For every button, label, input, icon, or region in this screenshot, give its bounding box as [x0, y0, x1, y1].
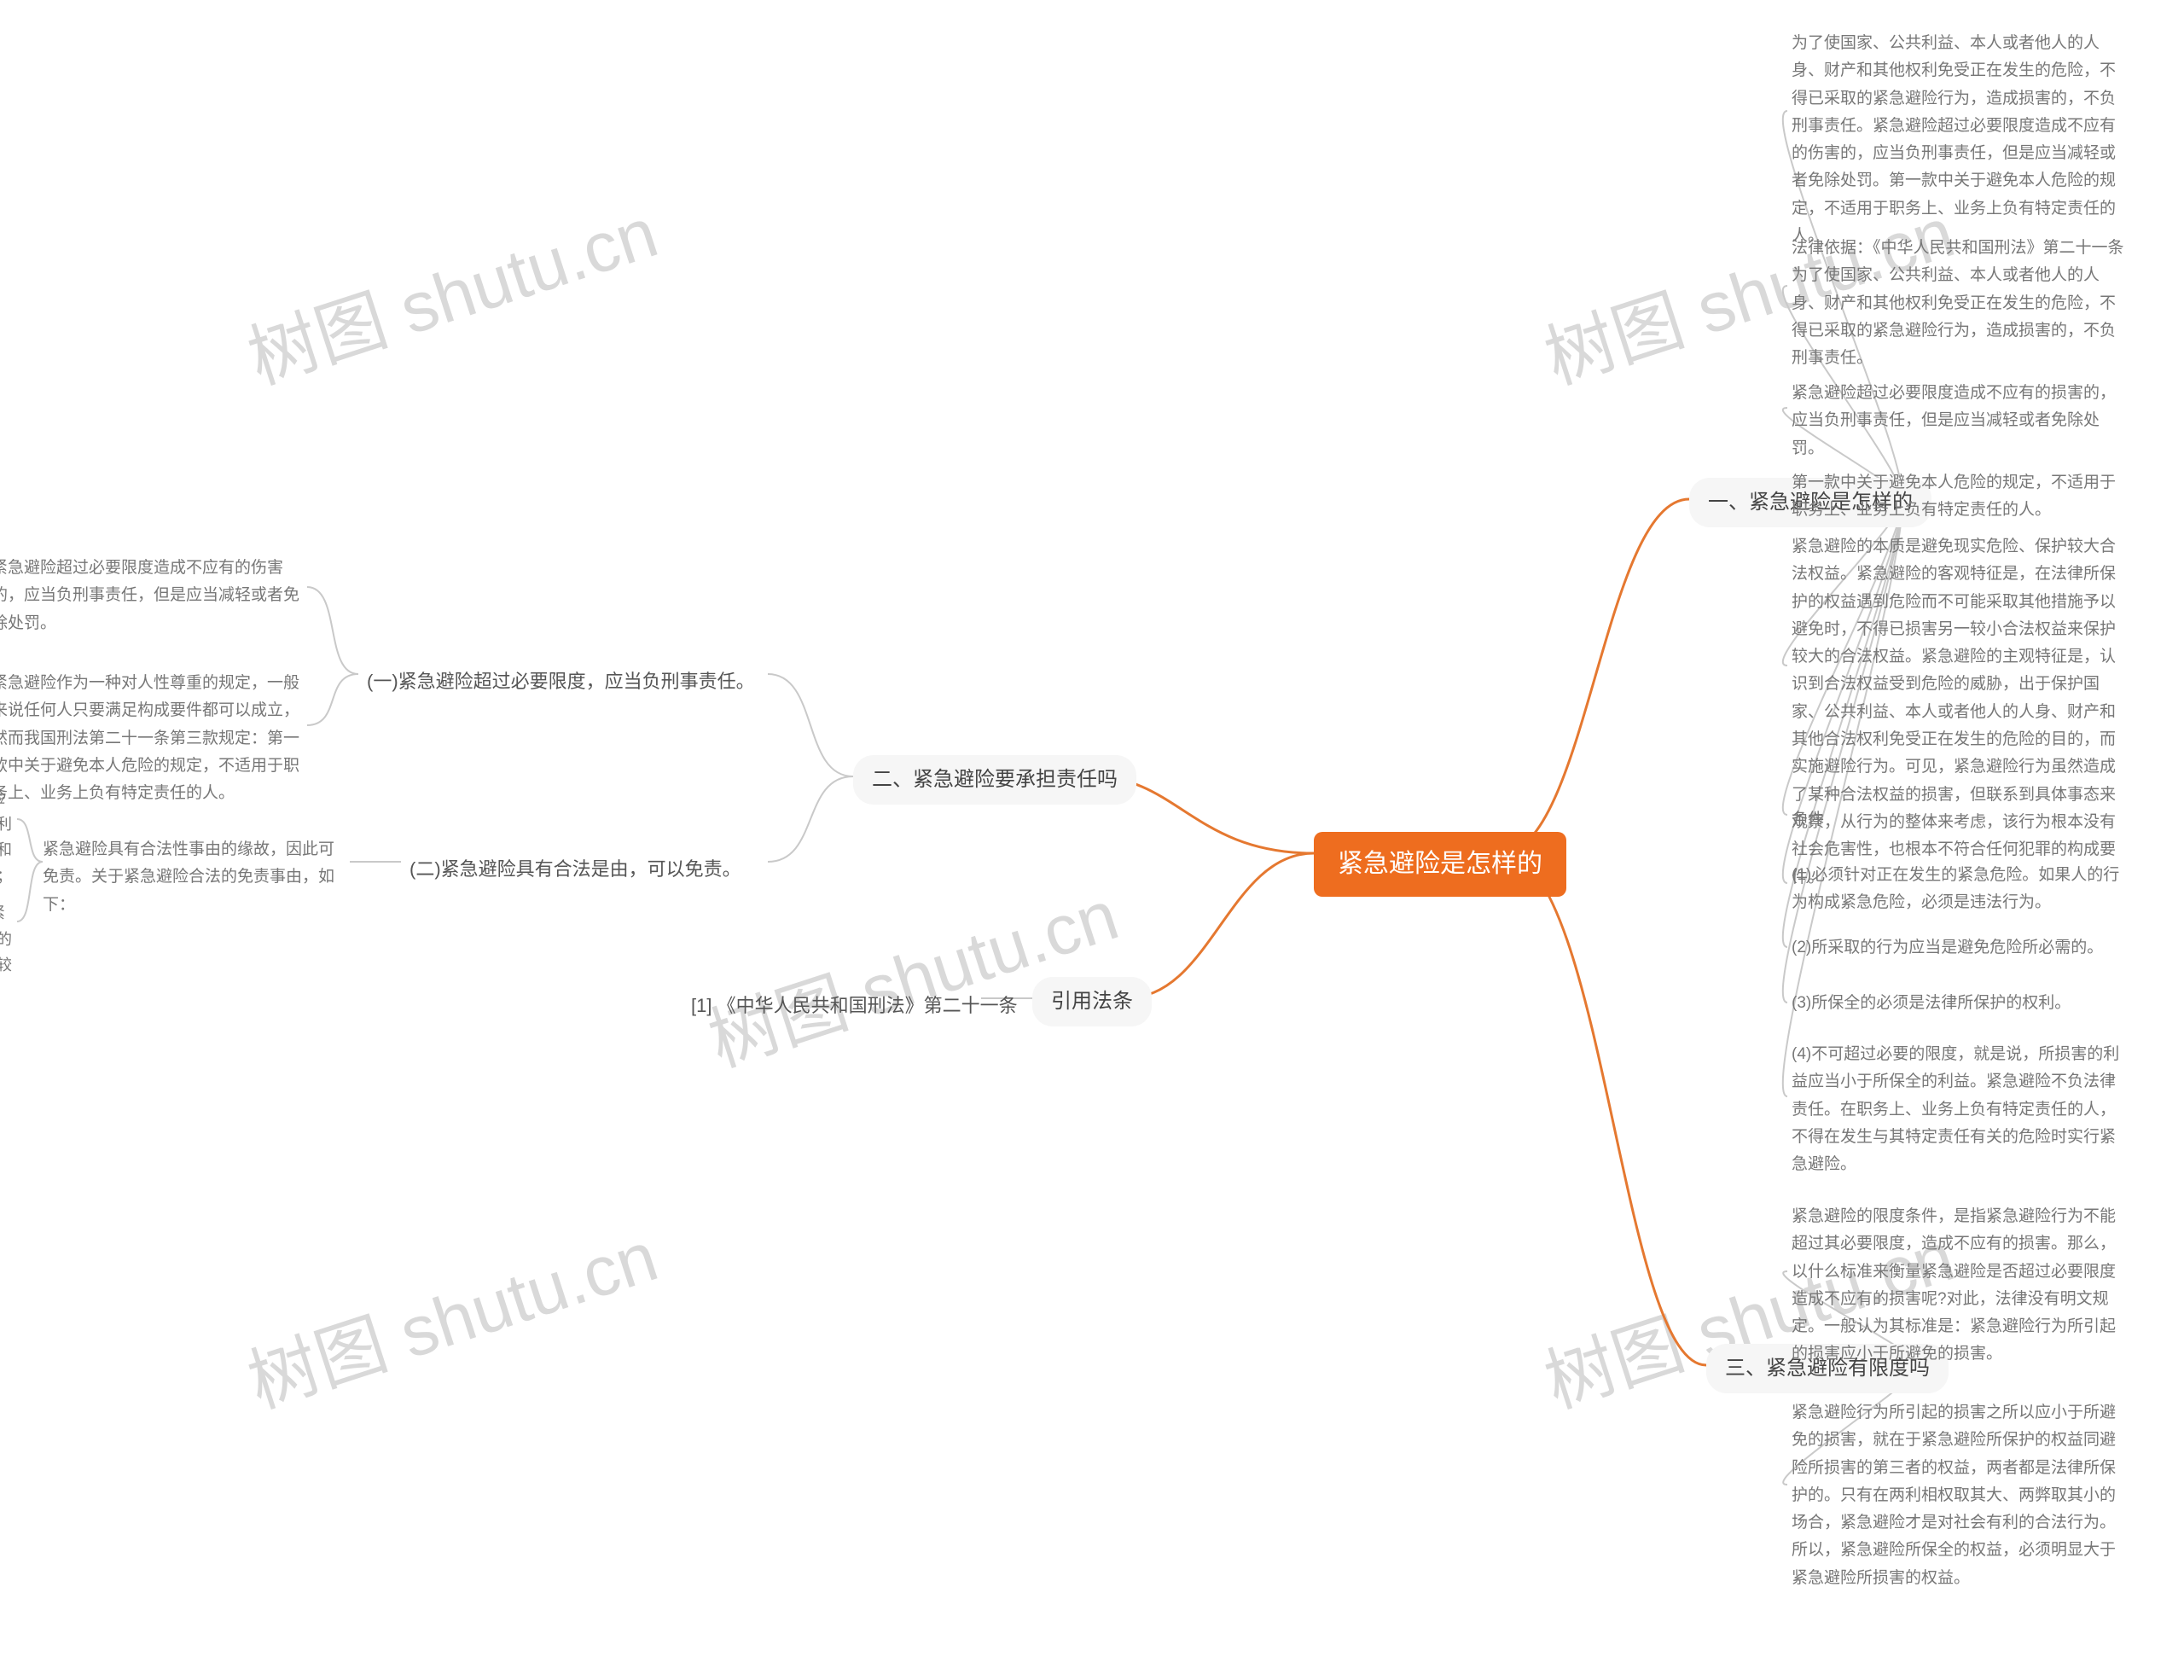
b2-s1-leaf-2: 紧急避险作为一种对人性尊重的规定，一般来说任何人只要满足构成要件都可以成立，然而…: [0, 670, 307, 807]
b1-leaf-9: (3)所保全的必须是法律所保护的权利。: [1792, 990, 2071, 1017]
watermark: 树图 shutu.cn: [234, 176, 668, 404]
b1-leaf-7: (1)必须针对正在发生的紧急危险。如果人的行为构成紧急危险，必须是违法行为。: [1792, 862, 2124, 917]
b4-leaf: [1] 《中华人民共和国刑法》第二十一条: [682, 985, 1026, 1026]
b1-leaf-10: (4)不可超过必要的限度，就是说，所损害的利益应当小于所保全的利益。紧急避险不负…: [1792, 1041, 2124, 1178]
watermark: 树图 shutu.cn: [694, 858, 1129, 1086]
b2-sub-1: (一)紧急避险超过必要限度，应当负刑事责任。: [358, 661, 764, 701]
b1-leaf-2: 法律依据：《中华人民共和国刑法》第二十一条 为了使国家、公共利益、本人或者他人的…: [1792, 235, 2124, 372]
b2-s2-leaf-1: 1、从主观上看，实行紧急避险的目的，是为了使国家、公共利益、本人或他人的人身、财…: [0, 785, 19, 889]
b3-leaf-2: 紧急避险行为所引起的损害之所以应小于所避免的损害，就在于紧急避险所保护的权益同避…: [1792, 1399, 2124, 1592]
root-node: 紧急避险是怎样的: [1314, 832, 1566, 897]
b2-sub-2: (二)紧急避险具有合法是由，可以免责。: [401, 849, 750, 889]
branch-2: 二、紧急避险要承担责任吗: [853, 755, 1136, 805]
b1-leaf-4: 第一款中关于避免本人危险的规定，不适用于职务上、业务上负有特定责任的人。: [1792, 469, 2124, 525]
b2-s2-note: 紧急避险具有合法性事由的缘故，因此可免责。关于紧急避险合法的免责事由，如下：: [43, 836, 350, 919]
b2-s2-leaf-2: 2、从客观上看，它是在处于紧急危险的状态下，不得已采取的以损害较小的合法权益来保…: [0, 900, 19, 1004]
b1-leaf-1: 为了使国家、公共利益、本人或者他人的人身、财产和其他权利免受正在发生的危险，不得…: [1792, 30, 2124, 250]
branch-4: 引用法条: [1032, 977, 1152, 1026]
b1-leaf-5: 紧急避险的本质是避免现实危险、保护较大合法权益。紧急避险的客观特征是，在法律所保…: [1792, 533, 2124, 892]
b2-s1-leaf-1: 紧急避险超过必要限度造成不应有的伤害的，应当负刑事责任，但是应当减轻或者免除处罚…: [0, 555, 307, 637]
b3-leaf-1: 紧急避险的限度条件，是指紧急避险行为不能超过其必要限度，造成不应有的损害。那么，…: [1792, 1203, 2124, 1369]
b1-leaf-6: 条件: [1792, 806, 1824, 834]
watermark: 树图 shutu.cn: [234, 1200, 668, 1427]
b1-leaf-8: (2)所采取的行为应当是避免危险所必需的。: [1792, 934, 2103, 962]
b1-leaf-3: 紧急避险超过必要限度造成不应有的损害的，应当负刑事责任，但是应当减轻或者免除处罚…: [1792, 380, 2124, 462]
